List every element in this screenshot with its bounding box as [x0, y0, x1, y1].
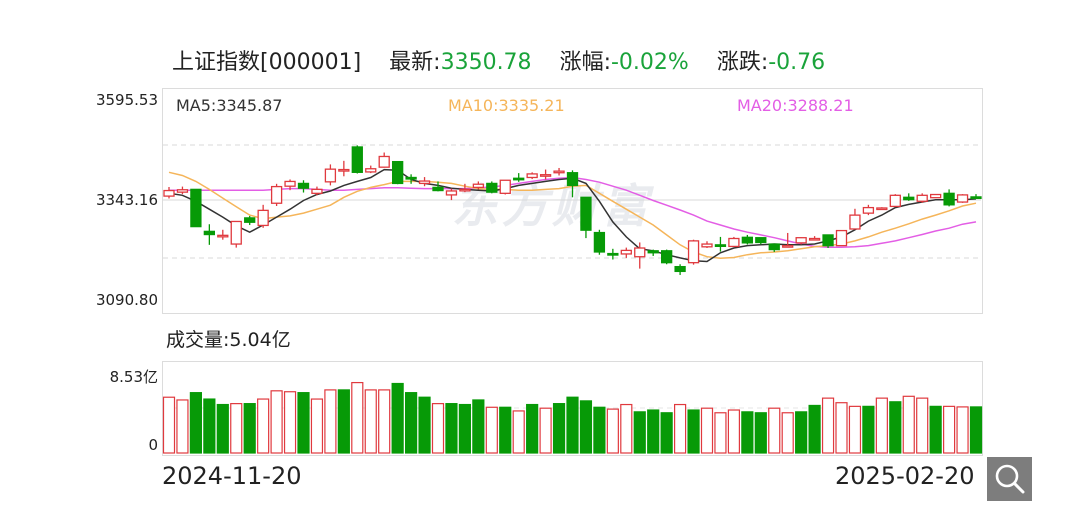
price-axis-top: 3595.53 [95, 91, 158, 109]
price-axis-bottom: 3090.80 [95, 291, 158, 309]
index-name: 上证指数[000001] [172, 50, 362, 75]
search-icon [995, 464, 1024, 494]
pct-label: 涨幅: [559, 50, 611, 75]
ma10-label: MA10:3335.21 [448, 96, 565, 115]
quote-header: 上证指数[000001] 最新:3350.78 涨幅:-0.02% 涨跌:-0.… [172, 44, 825, 76]
pct-value: -0.02% [610, 50, 689, 75]
volume-axis-bottom: 0 [148, 436, 158, 454]
latest-label: 最新: [389, 50, 441, 75]
volume-axis-top: 8.53亿 [109, 368, 158, 386]
search-button[interactable] [987, 457, 1032, 501]
ma5-label: MA5:3345.87 [176, 96, 283, 115]
change-value: -0.76 [768, 50, 826, 75]
kline-panel[interactable] [162, 88, 983, 314]
change-label: 涨跌: [716, 50, 769, 75]
x-axis-start-date: 2024-11-20 [162, 462, 302, 490]
x-axis-end-date: 2025-02-20 [835, 462, 975, 490]
ma20-label: MA20:3288.21 [737, 96, 854, 115]
price-axis-mid: 3343.16 [95, 191, 158, 209]
latest-value: 3350.78 [440, 50, 532, 75]
volume-title: 成交量:5.04亿 [166, 329, 291, 351]
